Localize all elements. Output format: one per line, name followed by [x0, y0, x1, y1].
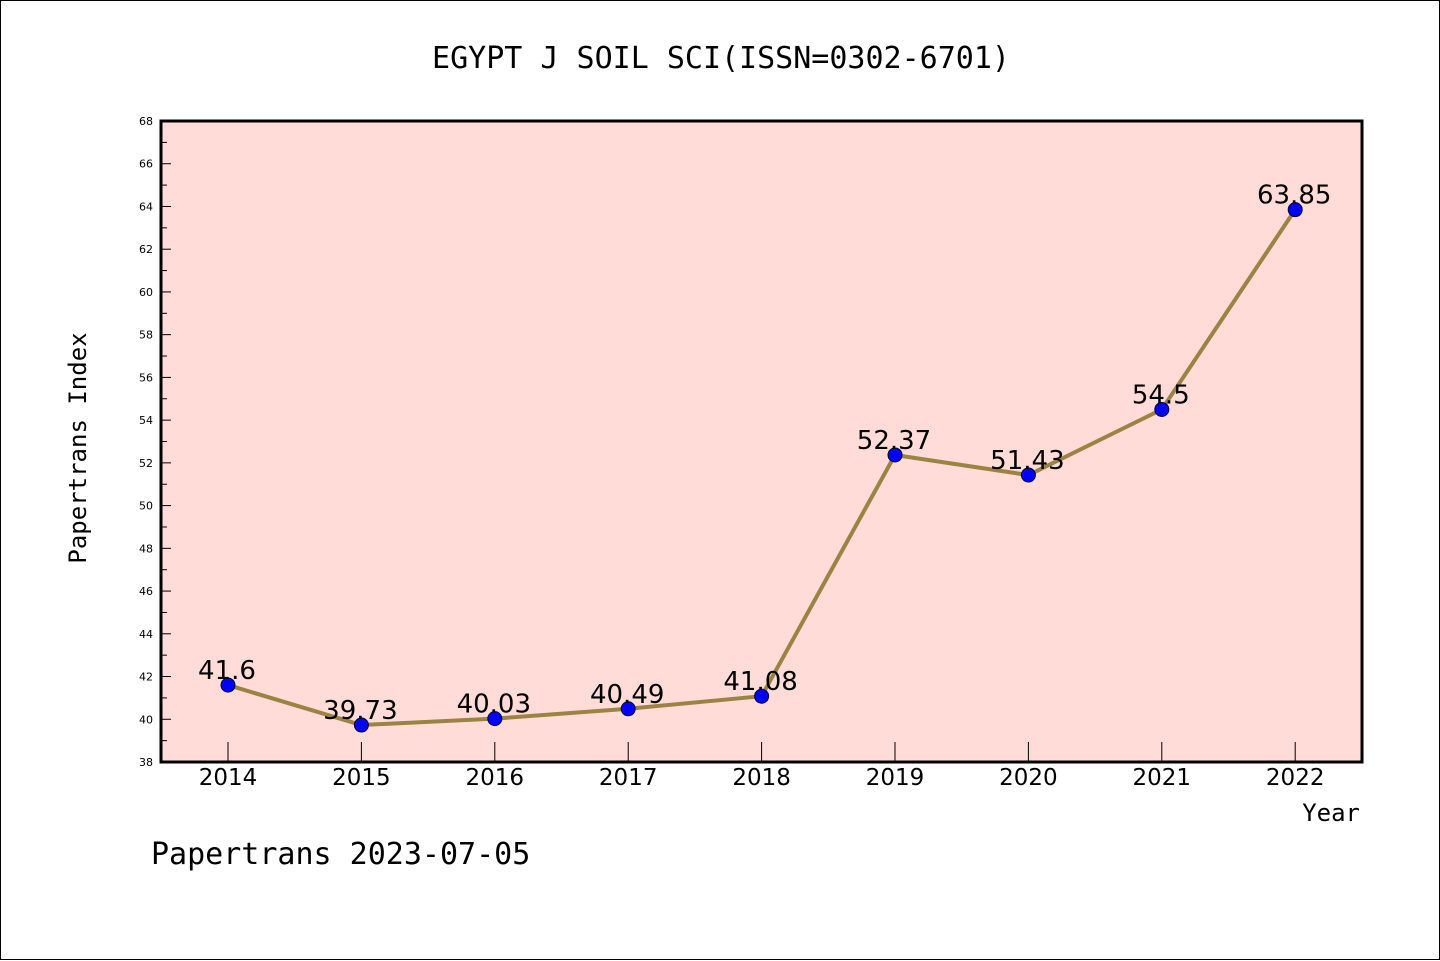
x-tick-label: 2022	[1266, 765, 1325, 791]
data-label: 41.08	[723, 667, 797, 697]
y-tick-label: 44	[139, 628, 153, 641]
y-tick-label: 56	[139, 371, 153, 384]
x-tick-label: 2019	[866, 765, 925, 791]
data-label: 54.5	[1132, 380, 1190, 410]
data-point	[353, 717, 369, 733]
y-tick-label: 58	[139, 329, 153, 342]
data-point	[1287, 202, 1303, 218]
data-point	[220, 677, 236, 693]
y-tick-label: 40	[139, 713, 153, 726]
y-tick-label: 50	[139, 500, 153, 513]
x-tick-label: 2021	[1133, 765, 1192, 791]
data-point	[754, 688, 770, 704]
x-tick-label: 2018	[732, 765, 791, 791]
x-tick-label: 2015	[332, 765, 391, 791]
x-axis-label: Year	[1302, 799, 1360, 827]
data-point	[620, 701, 636, 717]
y-axis-label: Papertrans Index	[64, 332, 92, 563]
data-labels: 41.6 39.73 40.03 40.49 41.08 52.37 51.43 54.5 63…	[198, 181, 1331, 726]
y-tick-label: 46	[139, 585, 153, 598]
data-point	[887, 447, 903, 463]
data-point	[487, 711, 503, 727]
y-tick-label: 60	[139, 286, 153, 299]
footer-credit: Papertrans 2023-07-05	[151, 837, 530, 872]
data-label: 41.6	[198, 656, 256, 686]
x-tick-label: 2020	[999, 765, 1058, 791]
y-tick-label: 54	[139, 414, 153, 427]
y-tick-label: 48	[139, 542, 153, 555]
data-point	[1154, 401, 1170, 417]
x-tick-label: 2014	[199, 765, 258, 791]
x-axis: 2014 2015 2016 2017 2018 2019 2020 2021 2022	[199, 742, 1325, 791]
data-point	[1020, 467, 1036, 483]
y-tick-label: 66	[139, 158, 153, 171]
series-line-group	[220, 202, 1303, 733]
y-tick-label: 52	[139, 457, 153, 470]
x-tick-label: 2016	[466, 765, 525, 791]
plot-area	[159, 119, 1364, 764]
chart-title: EGYPT J SOIL SCI(ISSN=0302-6701)	[432, 41, 1010, 76]
data-label: 40.49	[590, 680, 664, 710]
data-label: 51.43	[990, 446, 1064, 476]
y-tick-label: 38	[139, 756, 153, 769]
y-axis: 38 40 42 44 46 48 50 52 54 56 58 60 62 64 66 68	[139, 115, 171, 769]
data-label: 63.85	[1257, 181, 1331, 211]
y-tick-label: 62	[139, 243, 153, 256]
y-tick-label: 68	[139, 115, 153, 128]
y-tick-label: 64	[139, 200, 153, 213]
data-label: 40.03	[457, 690, 531, 720]
x-tick-label: 2017	[599, 765, 658, 791]
y-tick-label: 42	[139, 671, 153, 684]
data-label: 52.37	[857, 426, 931, 456]
data-label: 39.73	[323, 696, 397, 726]
